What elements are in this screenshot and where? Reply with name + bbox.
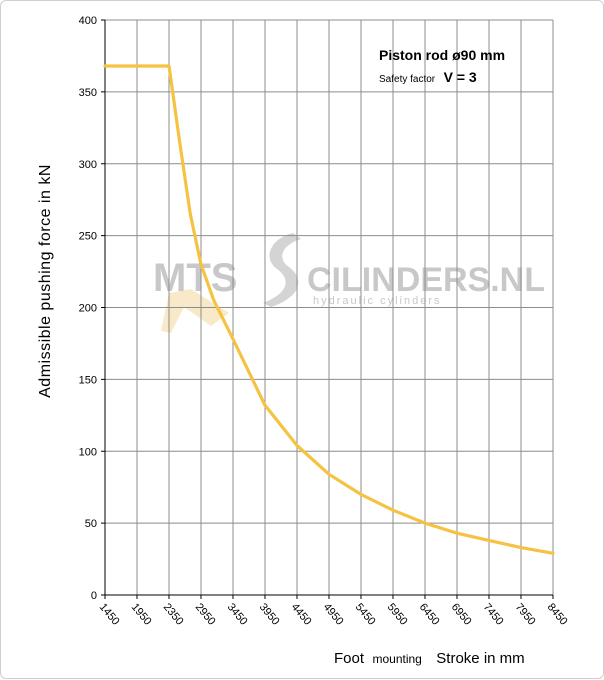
x-tick-label-4450: 4450 (289, 601, 314, 627)
y-tick-label-150: 150 (79, 374, 97, 386)
x-tick-label-1450: 1450 (97, 601, 122, 627)
x-tick-labels: 1450 1950 2350 2950 3450 3950 4450 4950 5450 5950… (97, 601, 570, 627)
data-point-3450 (231, 337, 235, 341)
x-axis-label-part1: Foot (334, 650, 365, 667)
data-point-5950 (391, 508, 395, 512)
x-tick-label-2950: 2950 (193, 601, 218, 627)
y-axis-label: Admissible pushing force in kN (37, 164, 54, 398)
y-tick-label-350: 350 (79, 87, 97, 99)
data-point-7950 (519, 546, 523, 549)
annotation-piston-rod: Piston rod ø90 mm (379, 47, 505, 63)
data-point-2950 (199, 262, 203, 266)
annotation-safety-label: Safety factor (379, 74, 436, 85)
watermark-swoosh-icon (161, 289, 229, 333)
y-tick-label-250: 250 (79, 231, 97, 243)
x-tick-label-7950: 7950 (513, 601, 538, 627)
x-tick-label-6950: 6950 (449, 601, 474, 627)
data-point-6450 (423, 521, 427, 525)
x-tick-label-8450: 8450 (545, 601, 570, 627)
data-point-2350 (167, 64, 171, 68)
grid (105, 19, 554, 595)
annotation-safety-factor: Safety factor V = 3 (379, 69, 477, 86)
data-point-2550 (178, 140, 182, 144)
y-tick-label-0: 0 (91, 590, 97, 602)
data-point-5450 (359, 492, 363, 496)
data-point-3950 (263, 403, 267, 407)
x-axis-label: Foot mounting Stroke in mm (334, 650, 525, 667)
watermark-logo: MTS CILINDERS.NL hydraulic cylinders (153, 233, 545, 333)
annotation-safety-value: V = 3 (444, 69, 477, 85)
y-tick-label-400: 400 (79, 15, 97, 27)
axes (101, 19, 554, 599)
x-tick-label-1950: 1950 (129, 601, 154, 627)
y-tick-label-50: 50 (85, 518, 97, 530)
y-tick-label-200: 200 (79, 303, 97, 315)
data-point-6950 (455, 531, 459, 535)
data-point-1950 (135, 64, 139, 68)
series-line-0 (103, 64, 555, 555)
watermark-left-text: MTS (153, 256, 237, 300)
watermark-s-icon (263, 233, 301, 307)
data-point-1450 (103, 64, 107, 68)
x-axis-label-part2: mounting (372, 652, 421, 666)
series-group (103, 64, 555, 555)
x-tick-label-5450: 5450 (353, 601, 378, 627)
data-point-2750 (188, 212, 192, 216)
watermark-right-text: CILINDERS.NL (307, 261, 545, 299)
x-axis-label-part3: Stroke in mm (436, 650, 524, 667)
x-tick-label-2350: 2350 (161, 601, 186, 627)
y-tick-label-100: 100 (79, 446, 97, 458)
x-tick-label-3950: 3950 (257, 601, 282, 627)
data-point-3150 (212, 298, 216, 302)
data-point-4450 (295, 444, 299, 447)
x-tick-label-6450: 6450 (417, 601, 442, 627)
x-tick-label-5950: 5950 (385, 601, 410, 627)
y-tick-label-300: 300 (79, 159, 97, 171)
data-point-8450 (551, 551, 555, 555)
data-point-4950 (327, 472, 331, 476)
data-point-7450 (487, 538, 491, 542)
x-tick-label-7450: 7450 (481, 601, 506, 627)
watermark-sub-text: hydraulic cylinders (313, 295, 441, 307)
x-tick-label-3450: 3450 (225, 601, 250, 627)
x-tick-label-4950: 4950 (321, 601, 346, 627)
y-tick-labels: 0 50 100 150 200 250 300 350 400 (79, 15, 97, 602)
